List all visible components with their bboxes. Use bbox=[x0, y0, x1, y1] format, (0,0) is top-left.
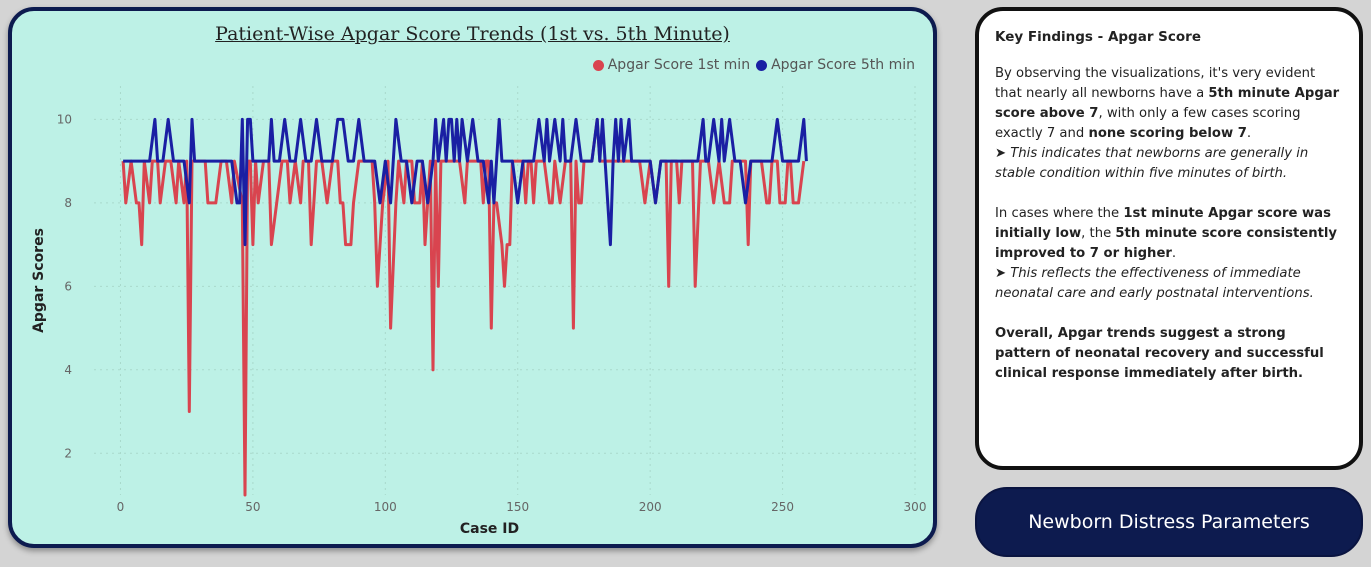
findings-paragraph-1: By observing the visualizations, it's ve… bbox=[995, 64, 1343, 184]
y-tick-label: 8 bbox=[64, 196, 72, 210]
findings-conclusion: Overall, Apgar trends suggest a strong p… bbox=[995, 326, 1324, 381]
legend-label-5th-min: Apgar Score 5th min bbox=[771, 57, 915, 73]
series-line-5th-min[interactable] bbox=[123, 117, 808, 247]
findings-note: ➤ This reflects the effectiveness of imm… bbox=[995, 266, 1314, 301]
legend-dot-5th-min bbox=[756, 59, 768, 71]
series-line-1st-min[interactable] bbox=[121, 117, 806, 497]
y-tick-label: 6 bbox=[64, 279, 72, 293]
findings-text: . bbox=[1246, 126, 1252, 141]
findings-text: , with only a few cases scoring exactly … bbox=[995, 106, 1301, 141]
y-tick-label: 2 bbox=[64, 446, 72, 460]
findings-paragraph-3: Overall, Apgar trends suggest a strong p… bbox=[995, 324, 1343, 384]
x-tick-label: 300 bbox=[904, 500, 927, 514]
findings-text: By observing the visualizations, it's ve… bbox=[995, 66, 1316, 101]
findings-bold-text: none scoring below 7 bbox=[1088, 126, 1247, 141]
chart-card: Patient-Wise Apgar Score Trends (1st vs.… bbox=[8, 7, 937, 548]
findings-bold-text: 5th minute score consistently improved t… bbox=[995, 226, 1338, 261]
newborn-distress-parameters-button[interactable]: Newborn Distress Parameters bbox=[975, 487, 1363, 557]
x-axis-label: Case ID bbox=[460, 521, 519, 537]
x-tick-label: 150 bbox=[506, 500, 529, 514]
x-tick-label: 0 bbox=[117, 500, 125, 514]
findings-title: Key Findings - Apgar Score bbox=[995, 29, 1202, 45]
x-tick-label: 250 bbox=[771, 500, 794, 514]
findings-note: ➤ This indicates that newborns are gener… bbox=[995, 146, 1309, 181]
x-tick-label: 100 bbox=[374, 500, 397, 514]
chart-legend[interactable]: Apgar Score 1st min Apgar Score 5th min bbox=[592, 57, 915, 73]
findings-paragraph-2: In cases where the 1st minute Apgar scor… bbox=[995, 204, 1343, 304]
legend-label-1st-min: Apgar Score 1st min bbox=[607, 57, 751, 73]
y-tick-label: 4 bbox=[64, 363, 72, 377]
findings-text: . bbox=[1171, 246, 1177, 261]
findings-text: , the bbox=[1081, 226, 1116, 241]
x-tick-label: 200 bbox=[639, 500, 662, 514]
y-tick-label: 10 bbox=[57, 112, 72, 126]
chart-title: Patient-Wise Apgar Score Trends (1st vs.… bbox=[215, 23, 730, 45]
legend-item-1st-min[interactable]: Apgar Score 1st min bbox=[592, 57, 751, 73]
legend-dot-1st-min bbox=[592, 59, 604, 71]
y-axis-label: Apgar Scores bbox=[31, 228, 47, 333]
findings-bold-text: 1st minute Apgar score was initially low bbox=[995, 206, 1331, 241]
findings-text: In cases where the bbox=[995, 206, 1124, 221]
findings-bold-text: 5th minute Apgar score above 7 bbox=[995, 86, 1340, 121]
x-tick-label: 50 bbox=[245, 500, 260, 514]
key-findings-card: Key Findings - Apgar Score By observing … bbox=[975, 7, 1363, 470]
legend-item-5th-min[interactable]: Apgar Score 5th min bbox=[756, 57, 915, 73]
